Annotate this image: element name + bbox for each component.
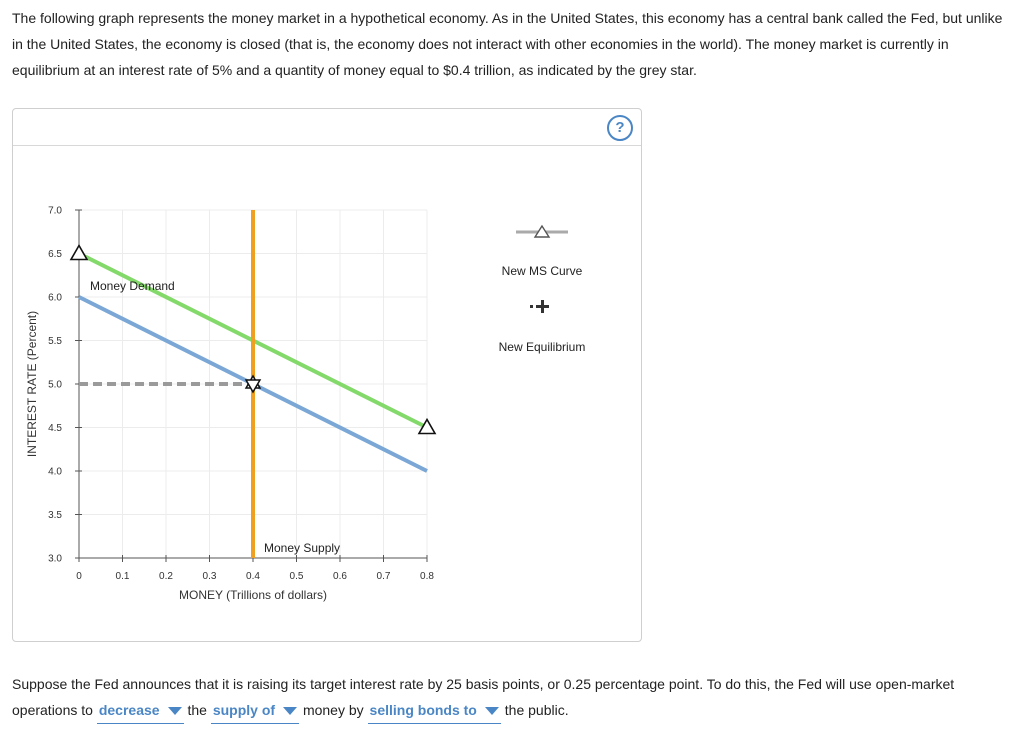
question-text-4: the public. [504, 702, 569, 718]
x-tick-label: 0.5 [290, 571, 304, 582]
target-dropdown-value: supply of [212, 702, 276, 718]
direction-dropdown-value: decrease [98, 702, 160, 718]
panel-header [13, 109, 641, 146]
question-paragraph: Suppose the Fed announces that it is rai… [12, 671, 1012, 724]
graph-panel: ? [12, 108, 642, 642]
dropdown-arrow-icon [484, 707, 499, 716]
x-tick-label: 0.6 [333, 571, 347, 582]
x-tick-label: 0.1 [116, 571, 130, 582]
equilibrium-star-marker [244, 379, 262, 394]
y-tick-label: 7.0 [48, 206, 62, 217]
triangle-endpoint-marker [417, 417, 437, 435]
triangle-endpoint-marker [69, 243, 89, 261]
y-tick-label: 5.0 [48, 380, 62, 391]
x-tick-label: 0.8 [420, 571, 434, 582]
dropdown-arrow-icon [167, 707, 182, 716]
money-supply-label: Money Supply [264, 541, 340, 555]
question-text-3: money by [302, 702, 364, 718]
x-tick-label: 0.7 [377, 571, 391, 582]
direction-dropdown[interactable]: decrease [96, 697, 184, 724]
legend-triangle-icon [533, 224, 551, 238]
money-demand-label: Money Demand [90, 279, 175, 293]
question-text-2: the [187, 702, 207, 718]
x-axis-label: MONEY (Trillions of dollars) [179, 588, 327, 602]
y-tick-label: 6.0 [48, 293, 62, 304]
x-tick-label: 0.2 [159, 571, 173, 582]
y-tick-label: 3.0 [48, 554, 62, 565]
y-tick-label: 5.5 [48, 336, 62, 347]
question-text-1: Suppose the Fed announces that it is rai… [12, 676, 955, 718]
target-dropdown[interactable]: supply of [210, 697, 300, 724]
dropdown-arrow-icon [283, 707, 298, 716]
method-dropdown-value: selling bonds to [369, 702, 477, 718]
x-tick-label: 0 [76, 571, 82, 582]
y-tick-label: 6.5 [48, 249, 62, 260]
legend-new-equilibrium-label: New Equilibrium [499, 340, 586, 354]
y-tick-label: 4.0 [48, 467, 62, 478]
x-tick-label: 0.4 [246, 571, 260, 582]
legend-new-ms-label: New MS Curve [502, 264, 583, 278]
legend-plus-dot [530, 305, 533, 308]
intro-paragraph: The following graph represents the money… [12, 10, 1003, 78]
method-dropdown[interactable]: selling bonds to [367, 697, 501, 724]
y-tick-label: 3.5 [48, 510, 62, 521]
legend-plus-icon [541, 300, 544, 313]
y-axis-label: INTEREST RATE (Percent) [25, 311, 39, 457]
help-icon[interactable]: ? [607, 115, 633, 141]
x-tick-label: 0.3 [203, 571, 217, 582]
y-tick-label: 4.5 [48, 423, 62, 434]
